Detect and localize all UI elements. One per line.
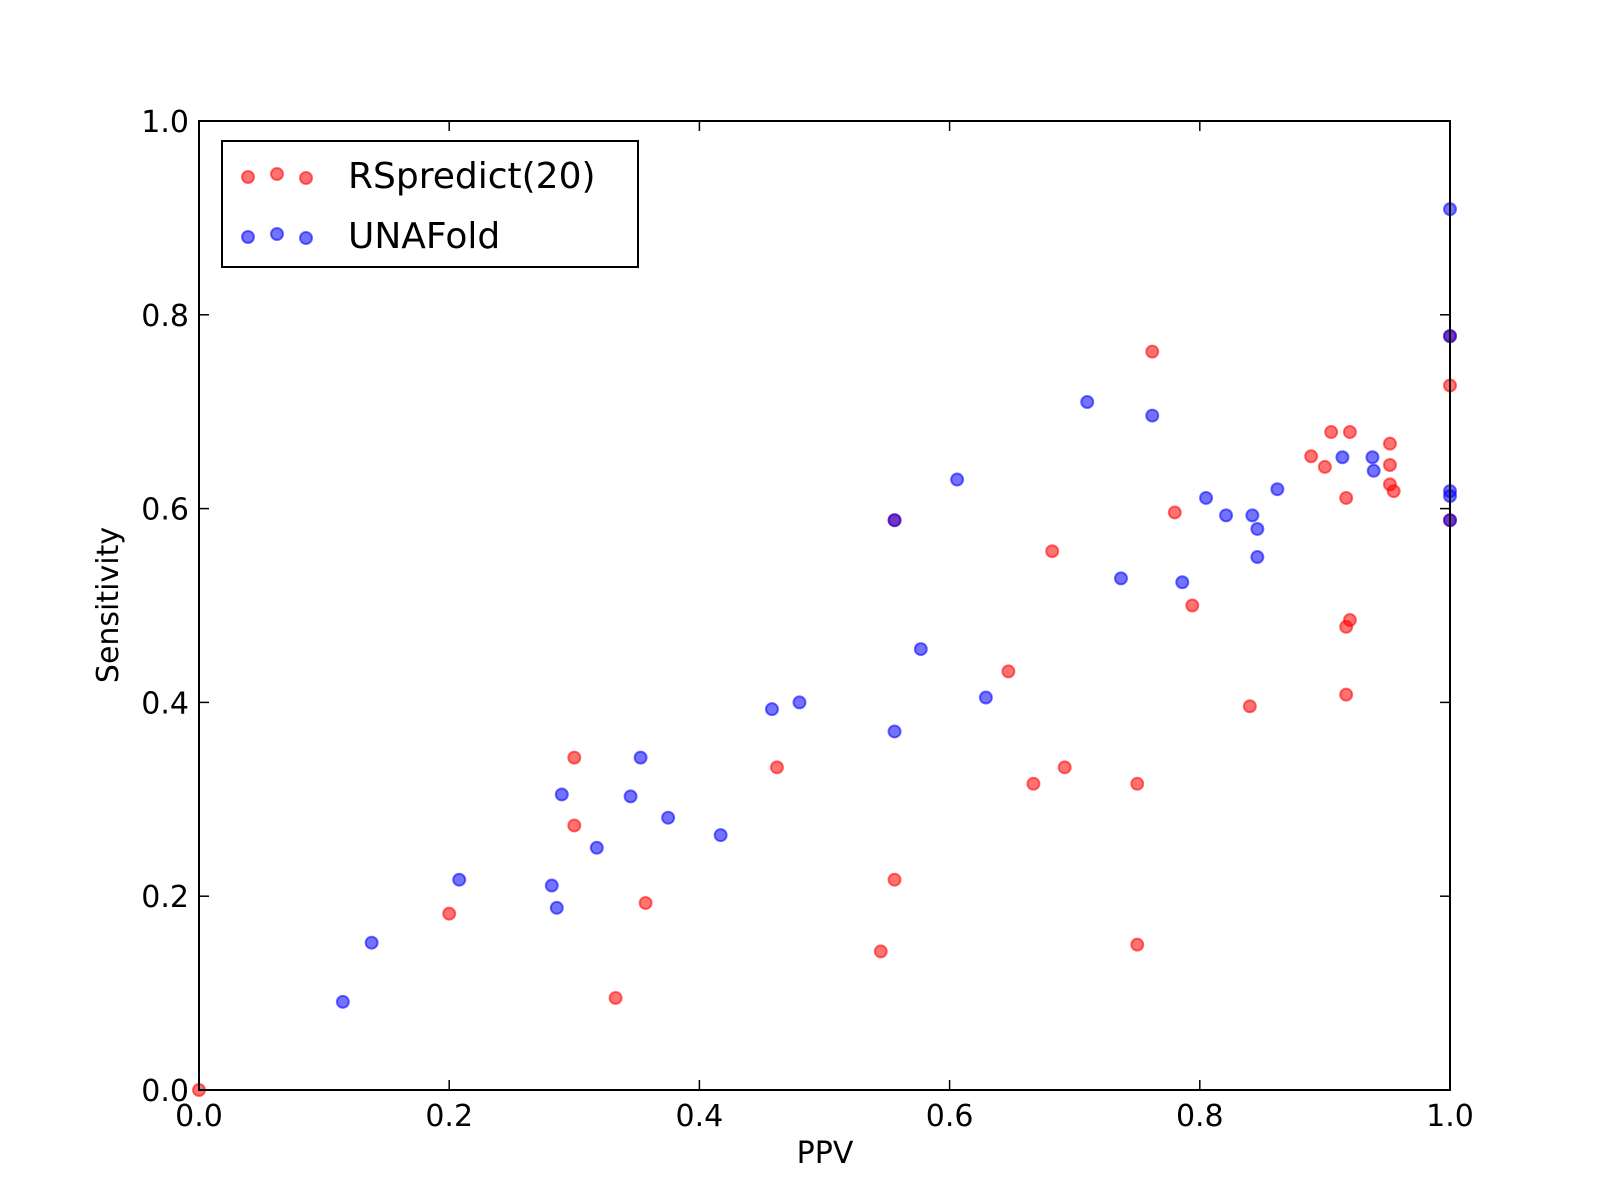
rspredict-20-point <box>769 760 784 775</box>
unafold-point <box>335 994 350 1009</box>
x-tick-label: 0.2 <box>425 1099 473 1134</box>
rspredict-20-point <box>442 906 457 921</box>
rspredict-20-point <box>1342 425 1357 440</box>
unafold-point <box>978 690 993 705</box>
legend-entries: RSpredict(20) UNAFold <box>241 156 596 257</box>
rspredict-20-point <box>1339 687 1354 702</box>
y-tick-label: 0.0 <box>141 1074 189 1109</box>
rspredict-20-point <box>1242 699 1257 714</box>
rspredict-20-point <box>1057 760 1072 775</box>
rspredict-20-point <box>1342 613 1357 628</box>
rspredict-20-point <box>1339 490 1354 505</box>
unafold-point <box>764 702 779 717</box>
unafold-point <box>1250 521 1265 536</box>
legend: RSpredict(20) UNAFold <box>221 140 639 268</box>
rspredict-20-point <box>1001 664 1016 679</box>
legend-marker-unafold <box>270 227 284 241</box>
ticks-layer: 0.0 0.2 0.4 0.6 0.8 1.0 0.0 0.2 0.4 0.6 0.8 1.0 <box>141 105 1474 1134</box>
rspredict-20-point <box>1317 459 1332 474</box>
unafold-point <box>364 935 379 950</box>
unafold-point <box>887 724 902 739</box>
rspredict-20-point <box>1382 436 1397 451</box>
legend-box <box>221 140 639 268</box>
unafold-point <box>913 642 928 657</box>
legend-label-rspredict-20: RSpredict(20) <box>348 156 596 197</box>
rspredict-20-point <box>567 750 582 765</box>
y-axis-label: Sensitivity <box>91 527 126 683</box>
legend-marker-rspredict-20 <box>241 170 255 184</box>
rspredict-20-point <box>608 990 623 1005</box>
y-tick-label: 1.0 <box>141 105 189 140</box>
x-tick-label: 1.0 <box>1426 1099 1474 1134</box>
rspredict-20-point <box>1304 449 1319 464</box>
unafold-point <box>1365 450 1380 465</box>
unafold-point <box>623 789 638 804</box>
unafold-point <box>549 900 564 915</box>
rspredict-20-point <box>1185 598 1200 613</box>
rspredict-20-point <box>1045 544 1060 559</box>
legend-marker-rspredict-20 <box>270 167 284 181</box>
unafold-point <box>1250 550 1265 565</box>
unafold-point <box>661 810 676 825</box>
unafold-point <box>544 878 559 893</box>
legend-marker-unafold <box>299 231 313 245</box>
unafold-point <box>792 695 807 710</box>
unafold-point <box>1175 575 1190 590</box>
rspredict-20-point <box>1130 937 1145 952</box>
unafold-point <box>589 840 604 855</box>
y-tick-label: 0.6 <box>141 493 189 528</box>
rspredict-20-point <box>1130 776 1145 791</box>
plot-frame <box>198 120 1451 1091</box>
x-axis-label: PPV <box>797 1136 854 1171</box>
rspredict-20-point <box>887 872 902 887</box>
rspredict-20-point <box>1145 344 1160 359</box>
unafold-point <box>1366 463 1381 478</box>
points-layer <box>192 202 1457 1097</box>
unafold-point <box>633 750 648 765</box>
unafold-point <box>1245 508 1260 523</box>
unafold-point <box>1145 408 1160 423</box>
unafold-point <box>713 828 728 843</box>
legend-marker-unafold <box>241 230 255 244</box>
x-tick-label: 0.8 <box>1176 1099 1224 1134</box>
x-tick-label: 0.6 <box>926 1099 974 1134</box>
unafold-point <box>1199 490 1214 505</box>
legend-marker-rspredict-20 <box>299 171 313 185</box>
x-tick-label: 0.4 <box>676 1099 724 1134</box>
y-tick-label: 0.4 <box>141 686 189 721</box>
unafold-point <box>1335 450 1350 465</box>
legend-label-unafold: UNAFold <box>348 216 500 257</box>
unafold-point <box>1113 571 1128 586</box>
rspredict-20-point <box>1386 484 1401 499</box>
unafold-point <box>452 872 467 887</box>
y-tick-label: 0.2 <box>141 880 189 915</box>
unafold-point <box>950 472 965 487</box>
rspredict-20-point <box>1382 457 1397 472</box>
rspredict-20-point <box>1026 776 1041 791</box>
unafold-point <box>1270 482 1285 497</box>
y-tick-label: 0.8 <box>141 299 189 334</box>
rspredict-20-point <box>567 818 582 833</box>
rspredict-20-point <box>1324 425 1339 440</box>
unafold-point <box>554 787 569 802</box>
rspredict-20-point <box>1167 505 1182 520</box>
x-tick-label: 0.0 <box>175 1099 223 1134</box>
unafold-point <box>1219 508 1234 523</box>
unafold-point <box>887 513 902 528</box>
rspredict-20-point <box>638 895 653 910</box>
unafold-point <box>1080 395 1095 410</box>
rspredict-20-point <box>873 944 888 959</box>
